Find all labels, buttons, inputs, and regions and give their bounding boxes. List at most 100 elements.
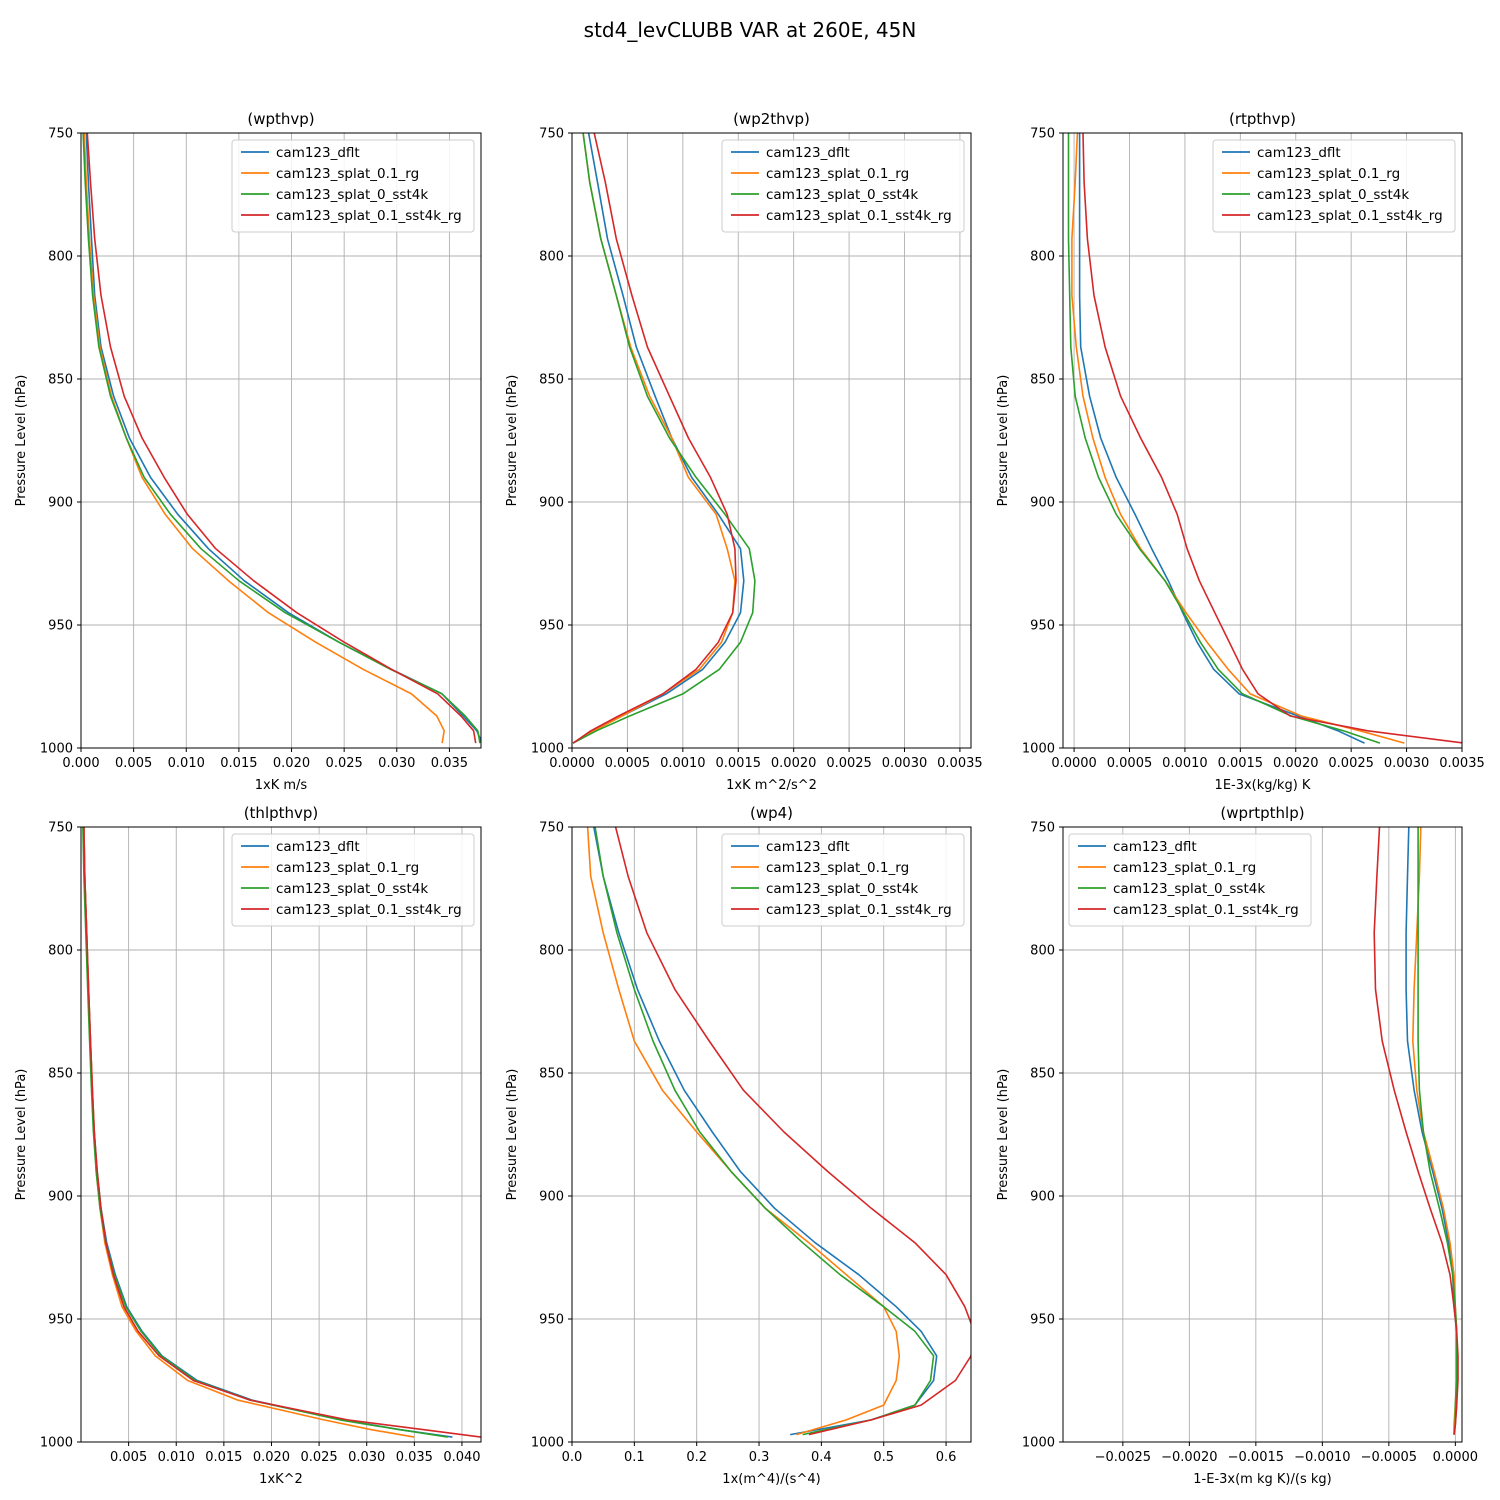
legend-box — [721, 833, 965, 927]
legend: cam123_dflt cam123_splat_0.1_rg cam123_spl… — [1212, 139, 1456, 233]
legend-label: cam123_splat_0.1_sst4k_rg — [1113, 902, 1299, 918]
y-tick-label: 800 — [48, 250, 73, 265]
legend-box — [1212, 139, 1456, 233]
series-line-cam123-splat-0-1-sst4k-rg — [1082, 133, 1462, 744]
x-tick-label: 0.030 — [378, 756, 415, 771]
y-tick-label: 750 — [1030, 821, 1055, 836]
y-tick-label: 950 — [1030, 619, 1055, 634]
y-tick-label: 900 — [48, 496, 73, 511]
panels-container: 0.000 0.005 0.010 0.015 0.020 0.025 0.030 0.035… — [14, 110, 1485, 1487]
y-tick-label: 900 — [1030, 1190, 1055, 1205]
y-tick-label: 900 — [539, 496, 564, 511]
chart-panel-4: 0.005 0.010 0.015 0.020 0.025 0.030 0.035 0.040… — [14, 804, 482, 1487]
plot-frame — [571, 132, 972, 749]
legend: cam123_dflt cam123_splat_0.1_rg cam123_spl… — [721, 139, 965, 233]
panel-title: (wprtpthlp) — [1220, 804, 1304, 822]
series-line-cam123-splat-0-1-sst4k-rg — [83, 827, 481, 1438]
chart-panel-2: 0.0000 0.0005 0.0010 0.0015 0.0020 0.0025 0.00… — [505, 110, 983, 793]
legend-label: cam123_splat_0_sst4k — [766, 187, 918, 203]
y-tick-label: 950 — [48, 619, 73, 634]
x-tick-label: 0.020 — [273, 756, 310, 771]
series-group — [82, 133, 481, 744]
panel-title: (rtpthvp) — [1229, 110, 1296, 128]
y-tick-label: 900 — [48, 1190, 73, 1205]
legend-label: cam123_splat_0.1_rg — [766, 166, 909, 182]
x-tick-label: 0.0000 — [1051, 756, 1097, 771]
legend-label: cam123_dflt — [276, 145, 360, 161]
x-tick-label: 0.015 — [220, 756, 257, 771]
series-line-cam123-splat-0-1-sst4k-rg — [86, 133, 477, 744]
x-tick-label: 0.0000 — [1433, 1450, 1479, 1465]
x-tick-label: −0.0015 — [1228, 1450, 1284, 1465]
series-group — [1373, 827, 1459, 1435]
x-tick-label: 0.0015 — [1218, 756, 1264, 771]
y-axis-label: Pressure Level (hPa) — [996, 1069, 1011, 1201]
x-tick-label: 0.000 — [62, 756, 99, 771]
y-tick-label: 800 — [1030, 250, 1055, 265]
x-axis-label: 1xK^2 — [259, 1472, 303, 1487]
x-tick-label: 0.020 — [253, 1450, 290, 1465]
y-axis-label: Pressure Level (hPa) — [996, 375, 1011, 507]
series-line-cam123-splat-0-sst4k — [594, 827, 935, 1436]
y-axis-label: Pressure Level (hPa) — [505, 375, 520, 507]
legend-label: cam123_dflt — [276, 839, 360, 855]
chart-panel-1: 0.000 0.005 0.010 0.015 0.020 0.025 0.030 0.035… — [14, 110, 482, 793]
x-tick-label: 0.0035 — [937, 756, 983, 771]
x-tick-label: 0.6 — [936, 1450, 957, 1465]
x-tick-label: 0.0015 — [716, 756, 762, 771]
legend-label: cam123_splat_0.1_sst4k_rg — [276, 208, 462, 224]
legend-label: cam123_splat_0_sst4k — [276, 881, 428, 897]
plot-frame — [80, 826, 482, 1443]
legend-label: cam123_splat_0.1_sst4k_rg — [766, 208, 952, 224]
x-tick-label: −0.0025 — [1095, 1450, 1151, 1465]
x-tick-label: 0.0005 — [1107, 756, 1153, 771]
x-tick-label: 0.040 — [443, 1450, 480, 1465]
y-tick-label: 950 — [1030, 1313, 1055, 1328]
x-tick-label: 0.0020 — [771, 756, 817, 771]
x-axis-label: 1x(m^4)/(s^4) — [722, 1472, 820, 1487]
y-tick-label: 1000 — [40, 1436, 73, 1451]
x-tick-label: −0.0020 — [1161, 1450, 1217, 1465]
x-axis-label: 1xK m^2/s^2 — [726, 778, 817, 793]
figure-suptitle: std4_levCLUBB VAR at 260E, 45N — [584, 18, 917, 42]
legend-label: cam123_dflt — [766, 145, 850, 161]
legend-label: cam123_splat_0.1_rg — [1113, 860, 1256, 876]
y-tick-label: 950 — [48, 1313, 73, 1328]
x-tick-label: 0.0035 — [1439, 756, 1485, 771]
plot-frame — [1062, 826, 1463, 1443]
x-tick-label: 0.035 — [431, 756, 468, 771]
x-tick-label: 0.0025 — [1328, 756, 1374, 771]
y-tick-label: 750 — [48, 821, 73, 836]
series-line-cam123-splat-0-sst4k — [82, 133, 481, 744]
x-axis-label: 1E-3x(kg/kg) K — [1215, 778, 1311, 793]
y-tick-label: 750 — [539, 127, 564, 142]
x-tick-label: 0.035 — [396, 1450, 433, 1465]
series-group — [1067, 133, 1462, 744]
legend-label: cam123_dflt — [1113, 839, 1197, 855]
x-tick-label: 0.015 — [205, 1450, 242, 1465]
series-group — [586, 827, 971, 1436]
series-line-cam123-splat-0-1-rg — [83, 133, 446, 744]
legend-label: cam123_splat_0.1_sst4k_rg — [276, 902, 462, 918]
legend-label: cam123_splat_0.1_rg — [766, 860, 909, 876]
series-line-cam123-splat-0-sst4k — [1067, 133, 1381, 744]
panel-title: (wpthvp) — [247, 110, 314, 128]
series-line-cam123-splat-0-1-rg — [586, 827, 901, 1436]
x-axis-label: 1xK m/s — [255, 778, 308, 793]
plot-frame — [571, 826, 972, 1443]
x-tick-label: 0.010 — [168, 756, 205, 771]
legend-label: cam123_splat_0_sst4k — [276, 187, 428, 203]
series-line-cam123-dflt — [593, 827, 938, 1436]
legend-label: cam123_splat_0.1_sst4k_rg — [1257, 208, 1443, 224]
y-tick-label: 1000 — [1022, 742, 1055, 757]
series-line-cam123-splat-0-sst4k — [572, 133, 756, 744]
x-tick-label: 0.0010 — [660, 756, 706, 771]
legend-label: cam123_splat_0.1_rg — [276, 166, 419, 182]
panel-title: (wp4) — [750, 804, 793, 822]
x-tick-label: 0.010 — [158, 1450, 195, 1465]
x-tick-label: 0.0 — [562, 1450, 583, 1465]
y-axis-label: Pressure Level (hPa) — [14, 375, 29, 507]
y-tick-label: 800 — [539, 250, 564, 265]
series-line-cam123-splat-0-1-sst4k-rg — [614, 827, 971, 1436]
